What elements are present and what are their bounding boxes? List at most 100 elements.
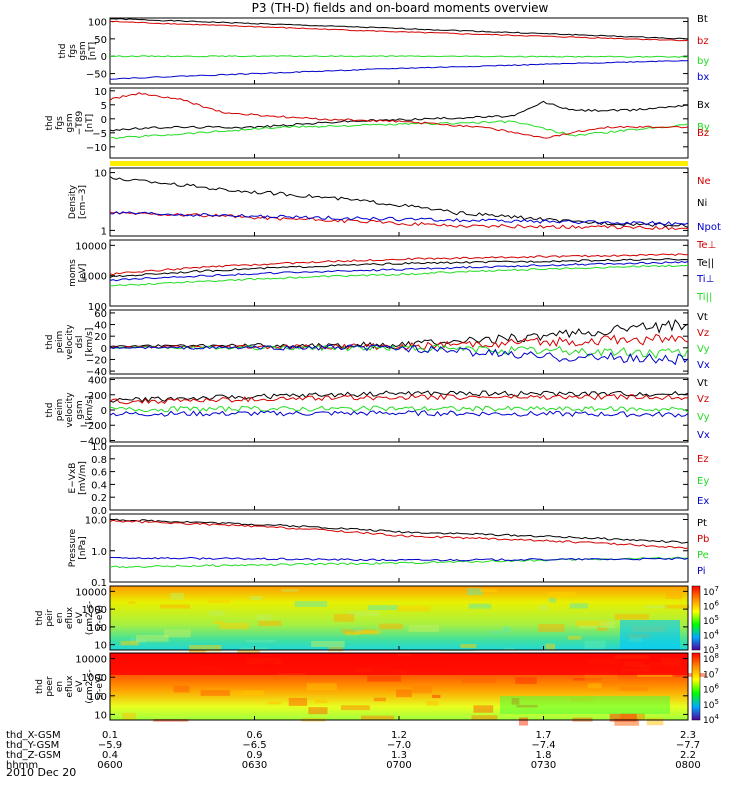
y-axis-label: thdfgsgsm[nT]	[58, 41, 98, 60]
x-row-label: thd_Y-GSM	[6, 740, 59, 751]
y-tick-label: 1000	[82, 605, 107, 616]
y-tick-label: 10	[94, 169, 107, 180]
legend-entry: Ne	[697, 176, 711, 187]
series-density-2	[109, 211, 689, 226]
y-tick-label: 1.0	[91, 442, 107, 453]
x-tick-label: −5.9	[98, 740, 122, 751]
y-tick-label: −20	[86, 355, 107, 366]
colorbar-label: 104	[703, 629, 719, 642]
colorbar-elecspec	[691, 652, 701, 721]
series-temp-3	[109, 264, 689, 287]
y-tick-label: 100	[88, 623, 107, 634]
panel-ionspec: 10710610510410310000100010010thdpeirenef…	[35, 585, 719, 656]
axes-box	[109, 377, 689, 443]
legend-entry: Npot	[697, 222, 721, 233]
legend-entry: Ex	[697, 496, 709, 507]
y-tick-label: 20	[94, 332, 107, 343]
panel-velgsm: 400 200 0 −200 −400 thdpeimvelocitygsm[km/s] V…	[45, 376, 710, 448]
series-bt-1	[109, 20, 689, 42]
colorbar-label: 107	[703, 667, 719, 680]
colorbar-label: 104	[703, 713, 719, 726]
y-tick-label: 0.2	[91, 493, 107, 504]
x-tick-label: −7.0	[387, 740, 411, 751]
y-axis-label: Density[cm−3]	[68, 184, 88, 219]
y-tick-label: 0	[101, 115, 107, 126]
x-tick-label: −6.5	[242, 740, 266, 751]
y-tick-label: 1.0	[91, 547, 107, 558]
colorbar-label: 107	[703, 585, 719, 598]
series-veldsl-3	[109, 344, 689, 366]
series-bfit-2	[109, 92, 689, 139]
series-bfit-0	[109, 100, 688, 132]
y-tick-label: 10.0	[85, 516, 107, 527]
x-tick-label: −7.7	[676, 740, 700, 751]
y-tick-label: 0.1	[91, 578, 107, 589]
legend-entry: Te||	[696, 258, 714, 269]
y-tick-label: −400	[80, 436, 107, 447]
series-velgsm-1	[109, 393, 689, 405]
y-tick-label: 100	[88, 17, 107, 28]
series-bt-2	[109, 55, 689, 58]
axes-box	[109, 239, 689, 307]
colorbar-label: 105	[703, 698, 719, 711]
series-bt-0	[109, 18, 689, 40]
legend-entry: Bt	[697, 14, 708, 25]
legend-entry: Vt	[697, 378, 708, 389]
series-velgsm-2	[109, 405, 689, 413]
legend-entry: Vy	[697, 344, 710, 355]
series-temp-0	[109, 253, 689, 276]
y-tick-label: 400	[88, 376, 107, 387]
y-tick-label: 10000	[75, 241, 107, 252]
y-tick-label: 1000	[82, 673, 107, 684]
y-tick-label: 60	[94, 309, 107, 320]
y-tick-label: −50	[86, 70, 107, 81]
legend-entry: Te⊥	[696, 240, 716, 251]
legend-entry: Pt	[697, 518, 707, 529]
series-velgsm-3	[109, 410, 689, 418]
series-temp-2	[109, 260, 689, 282]
legend-entry: Vx	[697, 360, 710, 371]
x-tick-label: 0.4	[102, 750, 118, 761]
y-axis-label: moms[eV]	[68, 259, 88, 287]
series-temp-1	[109, 258, 689, 279]
y-tick-label: 0.4	[91, 480, 107, 491]
colorbar-label: 106	[703, 600, 719, 613]
y-tick-label: 100	[88, 302, 107, 313]
x-tick-label: 0.9	[247, 750, 263, 761]
x-tick-label: 0630	[242, 760, 267, 771]
legend-entry: Vy	[697, 412, 710, 423]
series-velgsm-0	[109, 390, 689, 403]
y-axis-label: thdpeimvelocitydsl[km/s]	[45, 324, 95, 360]
colorbar-label: 106	[703, 683, 719, 696]
series-bfit-1	[109, 120, 689, 140]
legend-entry: Pi	[697, 566, 706, 577]
colorbar-ionspec	[691, 585, 701, 651]
panel-elecspec: 10810710610510410000100010010thdpeerenef…	[35, 652, 719, 726]
axes-box	[109, 309, 689, 375]
y-tick-label: 5	[101, 101, 107, 112]
x-tick-label: 1.7	[536, 730, 552, 741]
y-tick-label: −200	[80, 421, 107, 432]
x-tick-label: 0.6	[247, 730, 263, 741]
y-tick-label: 0.6	[91, 468, 107, 479]
series-veldsl-1	[110, 333, 689, 351]
panel-temp: 10000 1000 100 moms[eV] Te⊥ Te|| Ti⊥ Ti||	[68, 239, 716, 313]
y-tick-label: 50	[94, 35, 107, 46]
y-axis-label: E−VxB[mV/m]	[68, 461, 88, 495]
legend-entry: Vt	[697, 312, 708, 323]
x-tick-label: 0700	[386, 760, 411, 771]
legend-entry: bz	[697, 36, 709, 47]
axes-box	[109, 445, 689, 511]
x-tick-label: 2.3	[680, 730, 696, 741]
y-tick-label: 40	[94, 321, 107, 332]
x-tick-label: 0730	[531, 760, 556, 771]
panel-density: 10 1 Density[cm−3] Ne Ni Npot	[68, 167, 721, 237]
series-pressure-1	[109, 519, 689, 549]
x-tick-label: −7.4	[531, 740, 555, 751]
chart-title: P3 (TH-D) fields and on-board moments ov…	[252, 1, 549, 15]
legend-entry: Ti||	[696, 292, 712, 303]
y-tick-label: −40	[86, 367, 107, 378]
